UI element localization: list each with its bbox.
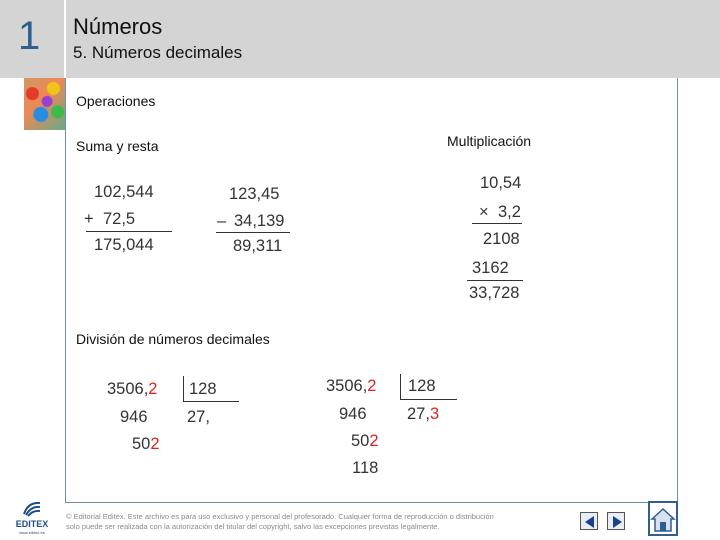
sub-operator: –	[217, 212, 227, 230]
section-heading: Operaciones	[76, 93, 156, 109]
header-bar: 1 Números 5. Números decimales	[0, 0, 720, 78]
content-panel	[65, 78, 678, 503]
page-subtitle: 5. Números decimales	[73, 43, 243, 62]
sum-line	[86, 231, 172, 232]
chapter-number: 1	[18, 14, 41, 58]
mult-heading: Multiplicación	[447, 133, 532, 149]
copyright-line-2: solo puede ser realizada con la autoriza…	[66, 522, 440, 531]
div2-remainder-2: 502	[351, 432, 379, 450]
sub-line	[216, 232, 290, 233]
mult-line-1	[472, 223, 522, 224]
logo-subtext: www.editex.es	[19, 530, 45, 535]
header-divider	[64, 0, 66, 78]
copyright-line-1: © Editorial Editex. Este archivo es para…	[66, 512, 494, 521]
sub-result: 89,311	[233, 237, 283, 255]
logo-text: EDITEX	[15, 519, 49, 529]
sum-addend-2: 72,5	[103, 210, 136, 228]
sub-minuend: 123,45	[229, 185, 280, 203]
home-button[interactable]	[648, 501, 678, 536]
editex-logo: EDITEX www.editex.es	[12, 500, 52, 536]
mult-factor-1: 10,54	[480, 174, 522, 192]
div1-remainder-1: 946	[120, 408, 148, 426]
copyright-notice: © Editorial Editex. Este archivo es para…	[66, 512, 506, 532]
div1-divisor: 128	[189, 380, 217, 398]
div1-vertical-bar	[183, 376, 184, 401]
sum-operator: +	[84, 210, 94, 228]
logo-mark-icon	[23, 501, 41, 517]
decorative-image	[24, 78, 66, 130]
sum-result: 175,044	[94, 236, 154, 254]
div2-divisor: 128	[408, 377, 436, 395]
mult-line-2	[467, 280, 523, 281]
sum-heading: Suma y resta	[76, 138, 159, 154]
div2-remainder-1: 946	[339, 405, 367, 423]
mult-partial-2: 3162	[472, 259, 509, 277]
page-title: Números	[73, 14, 163, 39]
div1-remainder-2: 502	[132, 435, 160, 453]
next-button[interactable]	[607, 512, 625, 530]
home-icon	[650, 507, 676, 532]
sum-addend-1: 102,544	[94, 183, 154, 201]
div2-remainder-3: 118	[352, 459, 379, 477]
mult-result: 33,728	[469, 284, 520, 302]
mult-operator: ×	[479, 203, 489, 221]
next-arrow-icon	[613, 516, 622, 528]
div1-horizontal-bar	[183, 401, 239, 402]
div-heading: División de números decimales	[76, 331, 270, 347]
div1-dividend: 3506,2	[107, 380, 158, 398]
mult-factor-2: 3,2	[498, 203, 521, 221]
div2-vertical-bar	[400, 374, 401, 399]
div2-quotient: 27,3	[407, 405, 440, 423]
div2-dividend: 3506,2	[326, 377, 377, 395]
div1-quotient: 27,	[187, 408, 210, 426]
sub-subtrahend: 34,139	[234, 212, 285, 230]
prev-arrow-icon	[585, 516, 594, 528]
div2-horizontal-bar	[400, 399, 457, 400]
mult-partial-1: 2108	[483, 230, 520, 248]
prev-button[interactable]	[580, 512, 598, 530]
